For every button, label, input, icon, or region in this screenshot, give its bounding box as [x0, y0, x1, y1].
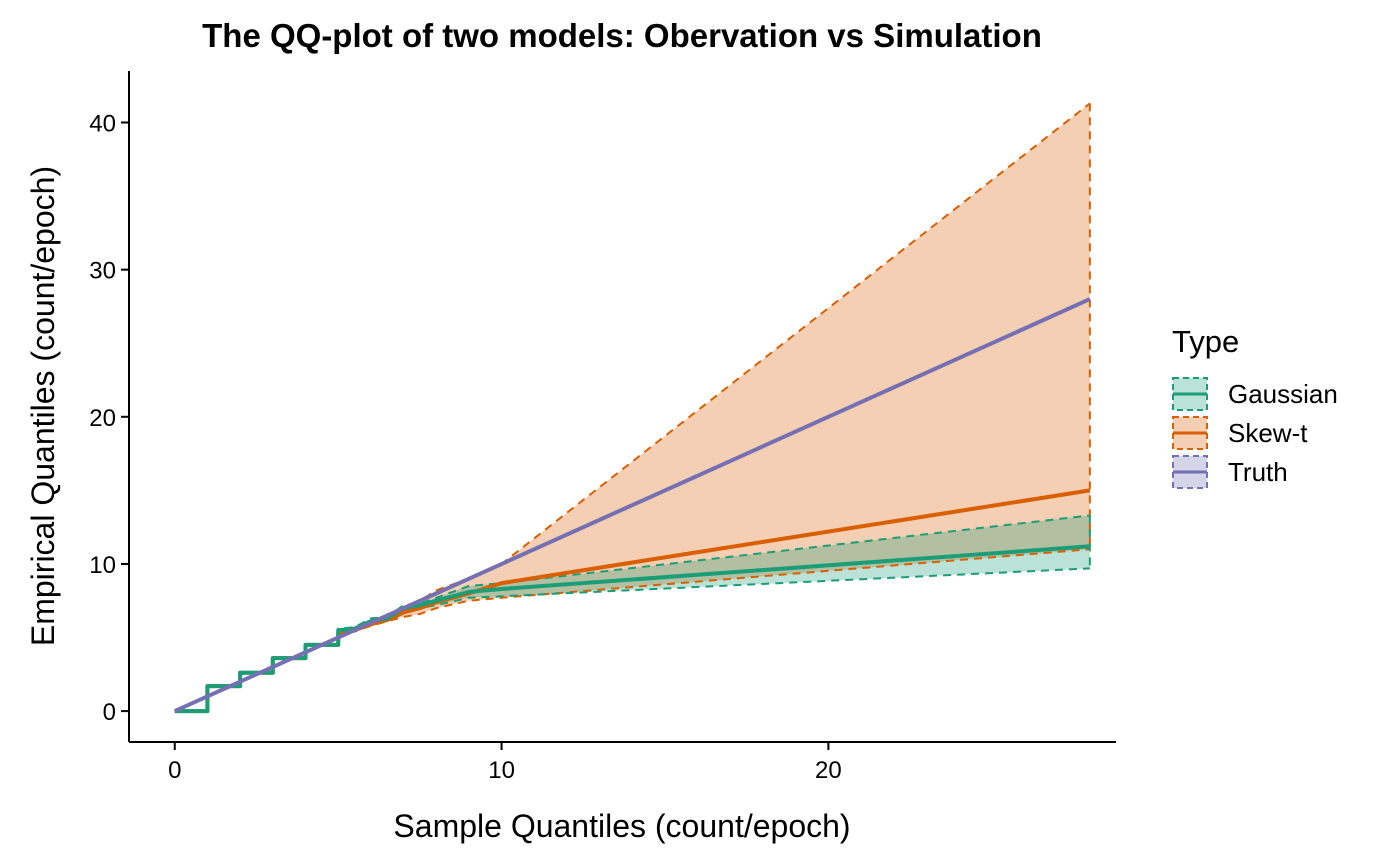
legend-item-truth: Truth [1172, 455, 1288, 489]
chart-title: The QQ-plot of two models: Obervation vs… [202, 17, 1042, 54]
y-tick-label: 40 [89, 111, 116, 138]
y-tick-label: 30 [89, 258, 116, 285]
y-tick-label: 20 [89, 405, 116, 432]
y-axis-title: Empirical Quantiles (count/epoch) [25, 166, 61, 646]
legend-title: Type [1172, 324, 1239, 359]
series-lines [173, 297, 1091, 714]
legend-item-gaussian: Gaussian [1172, 377, 1338, 411]
x-axis-title: Sample Quantiles (count/epoch) [393, 808, 850, 844]
legend-label: Truth [1228, 457, 1288, 487]
legend-label: Skew-t [1228, 418, 1308, 448]
legend: Type Gaussian Skew-t Truth [1172, 324, 1338, 489]
y-tick-label: 0 [103, 699, 116, 726]
legend-label: Gaussian [1228, 379, 1338, 409]
confidence-bands [174, 103, 1090, 712]
y-axis-ticks: 0 10 20 30 40 [89, 111, 129, 726]
y-tick-label: 10 [89, 552, 116, 579]
band-lower-skew-t [174, 548, 1090, 713]
legend-item-skew-t: Skew-t [1172, 416, 1308, 450]
x-axis-ticks: 0 10 20 [168, 742, 842, 784]
x-tick-label: 20 [815, 757, 842, 784]
series-line-truth [173, 297, 1091, 713]
band-lower-gaussian [174, 567, 1090, 713]
x-tick-label: 0 [168, 757, 181, 784]
band-boundary-lines [174, 102, 1091, 713]
band-skew-t [174, 103, 1090, 712]
x-tick-label: 10 [488, 757, 515, 784]
